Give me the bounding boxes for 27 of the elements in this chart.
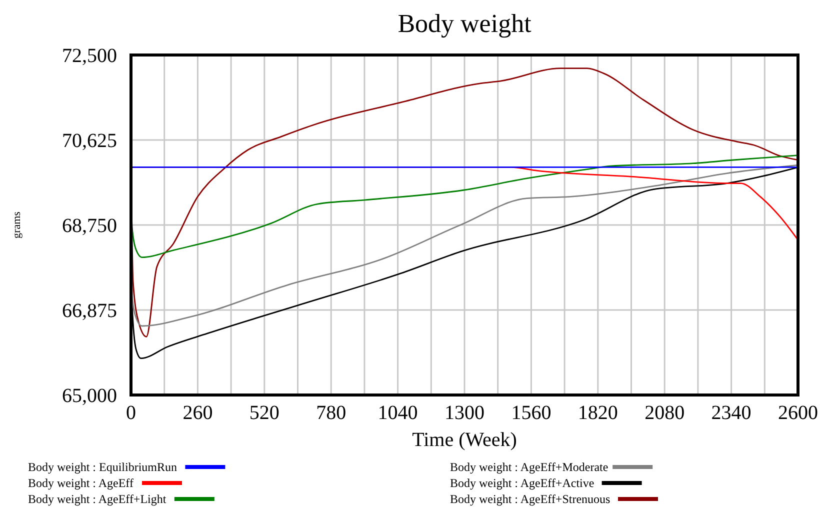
x-tick-label: 520 — [249, 402, 280, 424]
y-tick-label: 70,625 — [62, 130, 117, 152]
x-tick-label: 0 — [126, 402, 136, 424]
legend-label: Body weight : AgeEff+Strenuous — [450, 492, 611, 506]
x-tick-label: 1300 — [444, 402, 484, 424]
x-tick-label: 1820 — [578, 402, 618, 424]
chart-title: Body weight — [398, 9, 532, 38]
y-tick-label: 72,500 — [62, 45, 117, 67]
y-tick-label: 65,000 — [62, 385, 117, 407]
x-tick-label: 2080 — [644, 402, 685, 424]
legend-label: Body weight : AgeEff+Active — [450, 476, 594, 490]
legend-label: Body weight : AgeEff+Moderate — [450, 460, 608, 474]
legend-label: Body weight : AgeEff — [28, 476, 134, 490]
y-tick-label: 68,750 — [62, 215, 117, 237]
y-axis-title: grams — [11, 212, 23, 238]
x-axis-title: Time (Week) — [412, 429, 517, 451]
y-tick-label: 66,875 — [62, 300, 117, 322]
x-tick-label: 2340 — [711, 402, 752, 424]
x-tick-label: 1560 — [511, 402, 552, 424]
legend-label: Body weight : AgeEff+Light — [28, 492, 167, 506]
x-tick-label: 2600 — [778, 402, 818, 424]
line-series — [130, 154, 799, 258]
x-tick-label: 260 — [182, 402, 213, 424]
x-tick-label: 780 — [316, 402, 346, 424]
x-tick-label: 1040 — [378, 402, 418, 424]
legend-label: Body weight : EquilibriumRun — [28, 460, 177, 474]
line-series — [130, 68, 799, 338]
